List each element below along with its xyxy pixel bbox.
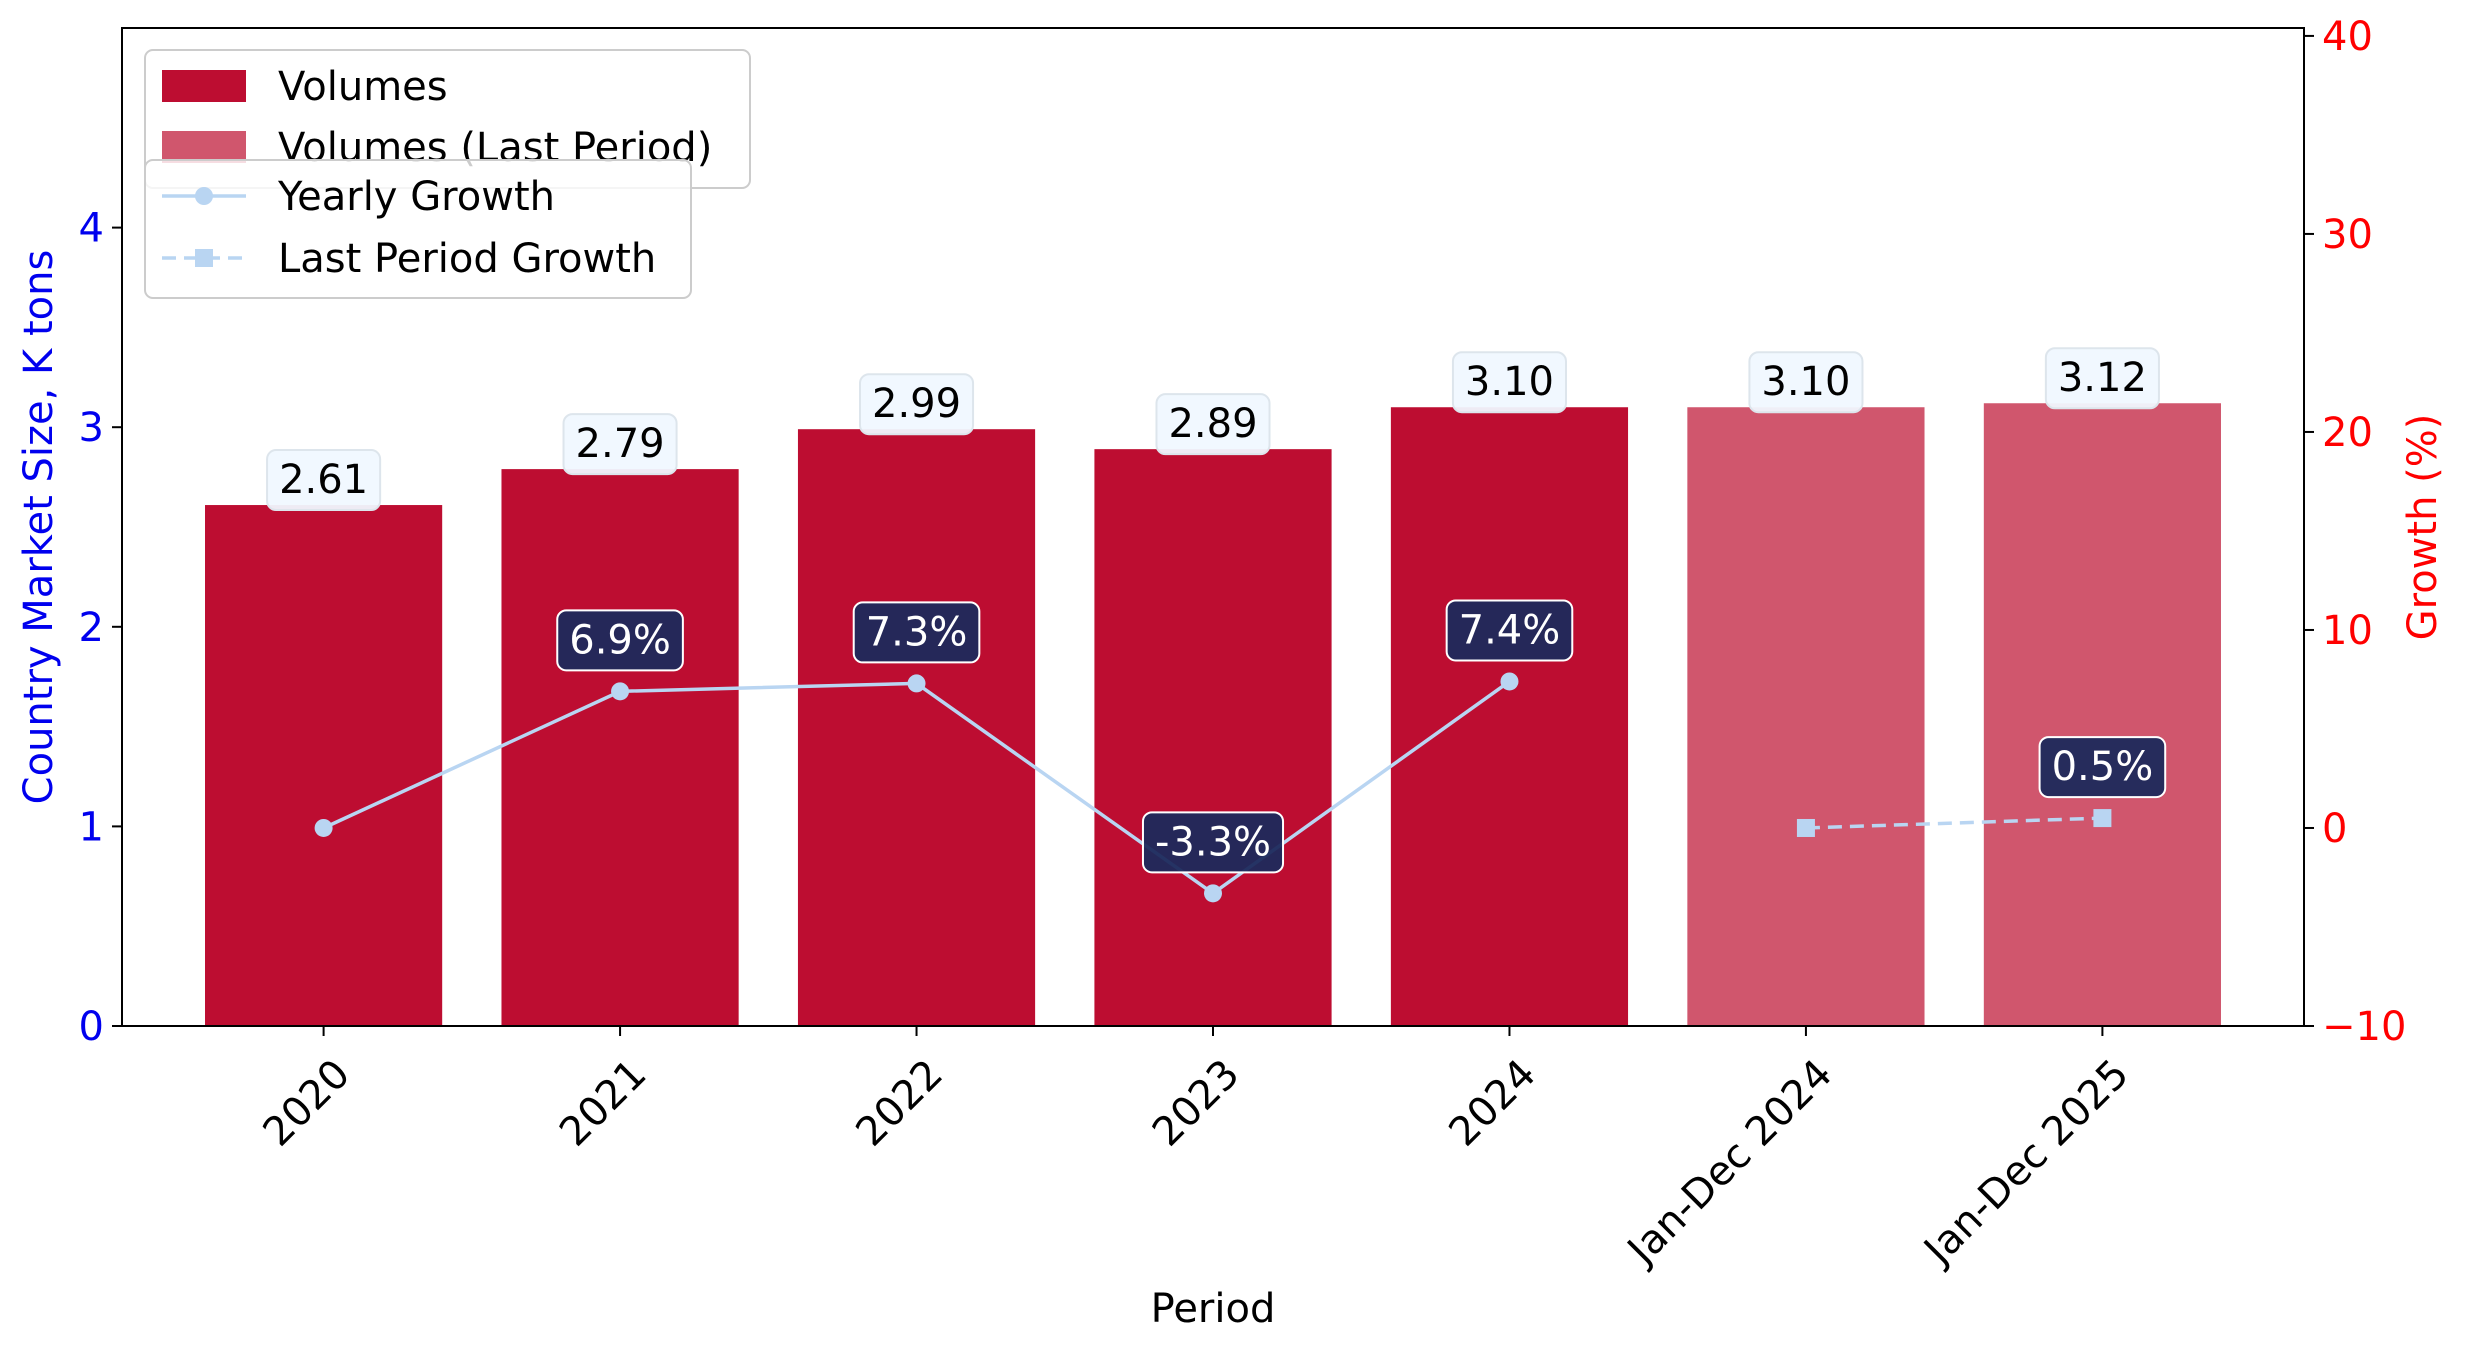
yearly-growth-point-2 bbox=[907, 674, 926, 693]
bar-volumes-3 bbox=[1094, 449, 1332, 1026]
value-label-0: 2.61 bbox=[279, 457, 368, 503]
yearly-growth-point-1 bbox=[611, 682, 630, 701]
growth-label-2-1-group: 6.9% bbox=[556, 609, 684, 672]
bar-volumes-4 bbox=[1390, 407, 1629, 1026]
growth-label-2-4-group: 7.4% bbox=[1445, 599, 1574, 662]
value-label-1-box bbox=[562, 413, 678, 476]
y-tick-label-0: 0 bbox=[79, 1004, 104, 1050]
x-tick-label-5: Jan-Dec 2024 bbox=[1617, 1051, 1841, 1275]
data-labels-layer: 2.61 2.79 2.99 2.89 3.10 3.10 3.12 6.9% 7.3% -3.3… bbox=[266, 347, 2167, 874]
growth-lines-layer bbox=[314, 672, 2112, 903]
x-tick-label-0: 2020 bbox=[255, 1051, 360, 1156]
value-label-4-group: 3.10 bbox=[1451, 351, 1567, 414]
value-label-1: 2.79 bbox=[576, 421, 665, 467]
x-tick-label-3: 2023 bbox=[1144, 1051, 1249, 1156]
bar-volumes-2 bbox=[797, 429, 1036, 1026]
x-tick-label-4: 2024 bbox=[1440, 1051, 1545, 1156]
value-label-2-box bbox=[859, 373, 975, 436]
last-period-growth-line bbox=[1805, 816, 2103, 830]
y2-axis-label: Growth (%) bbox=[2400, 414, 2446, 641]
growth-label-2-4: 7.4% bbox=[1459, 607, 1561, 653]
growth-label-2-2-box bbox=[852, 601, 981, 664]
legend-marker-0 bbox=[195, 187, 213, 205]
y2-tick-label-1: 0 bbox=[2322, 806, 2347, 852]
growth-label-3-6: 0.5% bbox=[2052, 744, 2154, 790]
value-label-0-group: 2.61 bbox=[266, 449, 382, 512]
y-tick-label-4: 4 bbox=[79, 206, 104, 252]
last-period-growth-point-5 bbox=[1796, 818, 1815, 837]
yearly-growth-point-4 bbox=[1500, 672, 1519, 691]
legend-swatch-bar-0 bbox=[162, 70, 246, 102]
value-label-4-box bbox=[1451, 351, 1567, 414]
bar-volumes-1 bbox=[501, 469, 739, 1027]
x-tick-label-6: Jan-Dec 2025 bbox=[1914, 1051, 2138, 1275]
bars-layer bbox=[205, 403, 2221, 1027]
legend-swatch-bar-1 bbox=[162, 131, 246, 163]
legend-label-line-0: Yearly Growth bbox=[277, 174, 555, 220]
value-label-6-group: 3.12 bbox=[2044, 347, 2160, 410]
growth-label-3-6-box bbox=[2038, 736, 2167, 799]
x-tick-label-1: 2021 bbox=[551, 1051, 656, 1156]
x-tick-label-2: 2022 bbox=[847, 1051, 952, 1156]
y2-tick-label-4: 30 bbox=[2322, 212, 2373, 258]
value-label-5: 3.10 bbox=[1761, 359, 1850, 405]
value-label-3-group: 2.89 bbox=[1155, 393, 1271, 456]
value-label-0-box bbox=[266, 449, 382, 512]
bar-volumes-0 bbox=[205, 505, 443, 1026]
legend-label-bar-0: Volumes bbox=[278, 64, 448, 110]
growth-label-2-3-group: -3.3% bbox=[1141, 811, 1285, 874]
y2-tick-label-0: −10 bbox=[2322, 1004, 2406, 1050]
growth-label-2-2-group: 7.3% bbox=[852, 601, 981, 664]
value-label-3-box bbox=[1155, 393, 1271, 456]
bar-volumes-last-period-6 bbox=[1983, 403, 2221, 1026]
value-label-1-group: 2.79 bbox=[562, 413, 678, 476]
growth-label-2-4-box bbox=[1445, 599, 1574, 662]
value-label-2: 2.99 bbox=[872, 381, 961, 427]
growth-label-2-1: 6.9% bbox=[569, 617, 671, 663]
y2-tick-label-3: 20 bbox=[2322, 410, 2373, 456]
y2-tick-label-2: 10 bbox=[2322, 608, 2373, 654]
y2-tick-label-5: 40 bbox=[2322, 14, 2373, 60]
value-label-5-group: 3.10 bbox=[1748, 351, 1864, 414]
value-label-4: 3.10 bbox=[1465, 359, 1554, 405]
growth-label-3-6-group: 0.5% bbox=[2038, 736, 2167, 799]
y-tick-label-2: 2 bbox=[79, 605, 104, 651]
value-label-3: 2.89 bbox=[1168, 401, 1257, 447]
yearly-growth-point-0 bbox=[314, 818, 333, 837]
value-label-6-box bbox=[2044, 347, 2160, 410]
growth-label-2-3-box bbox=[1141, 811, 1285, 874]
y-tick-label-3: 3 bbox=[79, 405, 104, 451]
value-label-6: 3.12 bbox=[2058, 355, 2147, 401]
y-tick-label-1: 1 bbox=[79, 804, 104, 850]
growth-label-2-2: 7.3% bbox=[866, 609, 968, 655]
bar-volumes-last-period-5 bbox=[1687, 407, 1925, 1026]
value-label-5-box bbox=[1748, 351, 1864, 414]
yearly-growth-point-3 bbox=[1204, 884, 1222, 903]
last-period-growth-point-6 bbox=[2093, 809, 2112, 828]
growth-label-2-1-box bbox=[556, 609, 684, 672]
x-axis-label: Period bbox=[1151, 1286, 1276, 1332]
y-axis-label: Country Market Size, K tons bbox=[16, 250, 62, 805]
growth-label-2-3: -3.3% bbox=[1155, 819, 1271, 865]
legend-lines: Yearly Growth Last Period Growth bbox=[144, 159, 692, 299]
value-label-2-group: 2.99 bbox=[859, 373, 975, 436]
legend-label-line-1: Last Period Growth bbox=[278, 236, 656, 282]
legend-marker-1 bbox=[195, 249, 213, 267]
legend-lines-frame bbox=[144, 159, 692, 299]
